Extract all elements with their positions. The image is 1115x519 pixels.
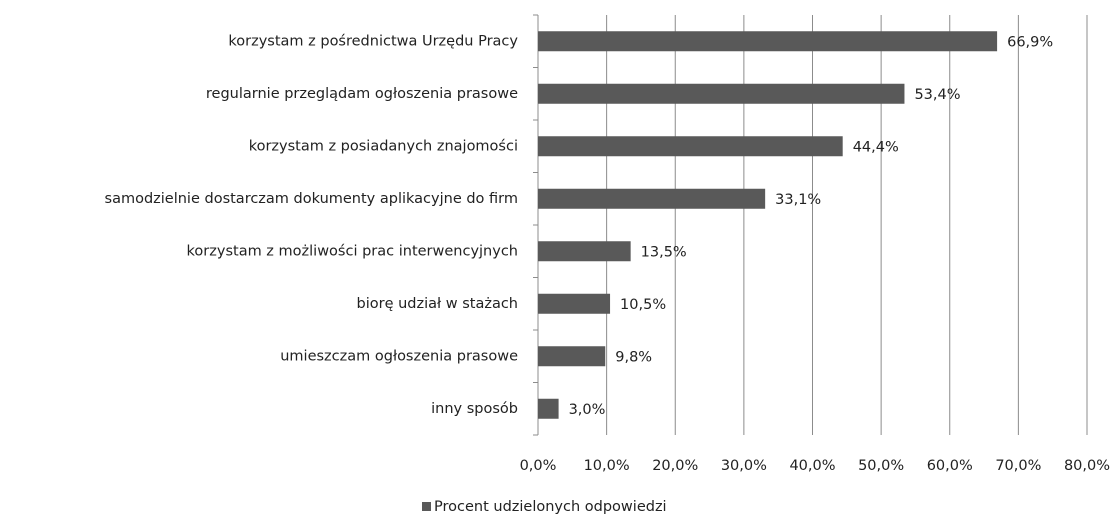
y-tick-label: umieszczam ogłoszenia prasowe — [280, 348, 518, 364]
value-label: 44,4% — [853, 139, 899, 155]
x-tick-label: 80,0% — [1064, 458, 1110, 474]
value-label: 33,1% — [775, 192, 821, 208]
x-tick-label: 10,0% — [584, 458, 630, 474]
value-label: 53,4% — [914, 87, 960, 103]
bar — [538, 398, 559, 419]
x-tick-label: 50,0% — [858, 458, 904, 474]
y-tick-label: inny sposób — [431, 401, 518, 417]
x-tick-label: 40,0% — [789, 458, 835, 474]
bar — [538, 188, 766, 209]
x-tick-label: 0,0% — [520, 458, 557, 474]
legend-swatch — [422, 502, 431, 511]
value-label: 66,9% — [1007, 34, 1053, 50]
y-tick-label: regularnie przeglądam ogłoszenia prasowe — [206, 86, 518, 102]
x-tick-label: 60,0% — [927, 458, 973, 474]
y-tick-label: korzystam z możliwości prac interwencyjn… — [187, 243, 518, 259]
y-tick-label: korzystam z pośrednictwa Urzędu Pracy — [228, 33, 518, 49]
bar — [538, 136, 843, 157]
x-tick-label: 70,0% — [995, 458, 1041, 474]
y-tick-label: korzystam z posiadanych znajomości — [249, 138, 518, 154]
value-label: 13,5% — [641, 244, 687, 260]
bar — [538, 31, 998, 52]
bar — [538, 83, 905, 104]
value-label: 10,5% — [620, 297, 666, 313]
bar — [538, 346, 606, 367]
y-tick-label: samodzielnie dostarczam dokumenty aplika… — [105, 191, 518, 207]
value-label: 9,8% — [615, 349, 652, 365]
value-label: 3,0% — [569, 402, 606, 418]
y-tick-label: biorę udział w stażach — [357, 296, 519, 312]
legend-label: Procent udzielonych odpowiedzi — [434, 499, 667, 515]
x-tick-label: 30,0% — [721, 458, 767, 474]
bar — [538, 241, 631, 262]
x-tick-label: 20,0% — [652, 458, 698, 474]
bar — [538, 293, 611, 314]
